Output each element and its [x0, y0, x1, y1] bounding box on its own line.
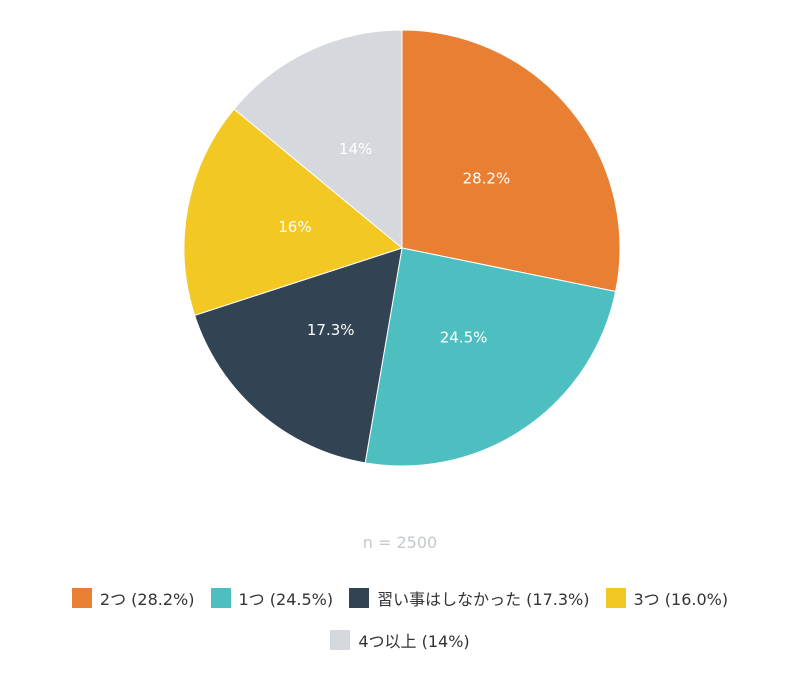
legend-item: 1つ (24.5%) — [210, 584, 334, 612]
legend-swatch — [605, 588, 626, 608]
pie-slice — [364, 247, 617, 467]
legend-label: 4つ以上 (14%) — [358, 632, 470, 651]
sample-size: n = 2500 — [362, 533, 438, 552]
pie-slice — [183, 108, 404, 316]
legend-swatch — [349, 588, 370, 608]
legend-swatch — [330, 630, 351, 650]
legend-swatch — [210, 588, 231, 608]
legend-swatch — [71, 588, 92, 608]
legend-label: 習い事はしなかった (17.3%) — [377, 590, 590, 609]
legend-item: 4つ以上 (14%) — [330, 626, 470, 654]
value-label: 16% — [278, 218, 311, 236]
legend-item: 2つ (28.2%) — [71, 584, 195, 612]
value-label: 14% — [339, 140, 372, 158]
pie-slice — [401, 29, 621, 293]
value-label: 28.2% — [463, 170, 511, 188]
legend-label: 1つ (24.5%) — [238, 590, 334, 609]
value-label: 24.5% — [440, 328, 488, 346]
legend-item: 3つ (16.0%) — [605, 584, 729, 612]
chart: 28.2% 24.5% 17.3% 16% 14% — [183, 29, 621, 467]
legend: 2つ (28.2%) 1つ (24.5%) 習い事はしなかった (17.3%) 3つ … — [20, 584, 780, 654]
pie-slice — [233, 29, 403, 250]
legend-label: 2つ (28.2%) — [99, 590, 195, 609]
legend-item: 習い事はしなかった (17.3%) — [349, 584, 590, 612]
pie-slice — [194, 247, 403, 464]
legend-label: 3つ (16.0%) — [633, 590, 729, 609]
value-label: 17.3% — [307, 321, 355, 339]
